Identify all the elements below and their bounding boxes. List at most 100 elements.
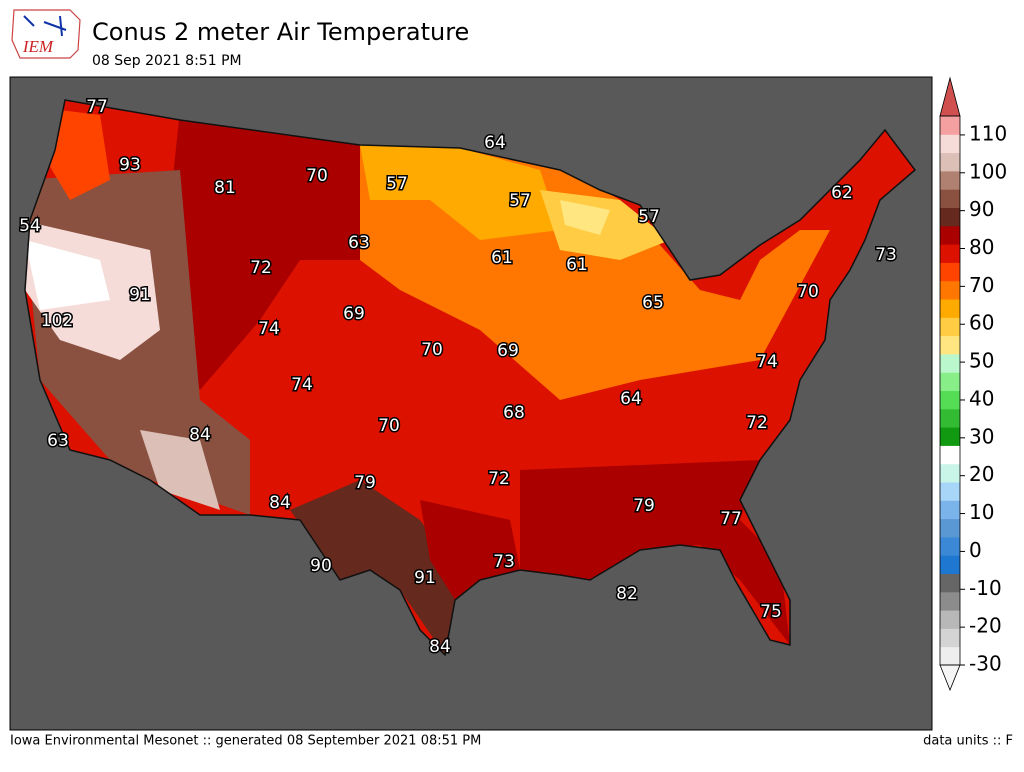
colorbar-bin	[940, 500, 960, 520]
station-label: 63	[348, 233, 370, 253]
station-label: 64	[620, 389, 642, 409]
station-label: 70	[378, 416, 400, 436]
station-label: 84	[189, 425, 211, 445]
logo-text: IEM	[22, 37, 54, 56]
colorbar-bin	[940, 317, 960, 337]
colorbar-bin	[940, 427, 960, 446]
colorbar-bin	[940, 152, 960, 172]
colorbar-tick-label: 110	[969, 121, 1007, 145]
station-label: 70	[306, 166, 328, 186]
colorbar-bin	[940, 353, 960, 373]
station-label: 77	[720, 509, 742, 529]
station-label: 102	[41, 311, 73, 331]
station-label: 54	[19, 216, 41, 236]
station-label: 81	[214, 178, 236, 198]
colorbar-tick-label: 30	[969, 424, 994, 448]
colorbar-tick-label: 0	[969, 538, 982, 562]
station-label: 72	[488, 469, 510, 489]
station-label: 79	[633, 496, 655, 516]
colorbar-bin	[940, 189, 960, 208]
station-label: 93	[119, 155, 141, 175]
station-label: 69	[343, 304, 365, 324]
footer-left: Iowa Environmental Mesonet :: generated …	[10, 734, 481, 749]
station-label: 57	[386, 174, 408, 194]
colorbar: -30 -20 -10 0 10 20 30 40 50 60 70 80 90 100 110	[939, 76, 1007, 692]
station-label: 72	[250, 258, 272, 278]
station-label: 69	[497, 341, 519, 361]
station-label: 61	[491, 248, 513, 268]
colorbar-bin	[940, 445, 960, 465]
footer-right: data units :: F	[923, 734, 1013, 749]
colorbar-bin	[940, 573, 960, 593]
station-label: 57	[638, 207, 660, 227]
colorbar-bin	[940, 555, 960, 574]
colorbar-bin	[940, 170, 960, 190]
colorbar-bin	[940, 207, 960, 227]
colorbar-bin	[940, 390, 960, 410]
colorbar-bin	[940, 408, 960, 428]
logo: IEM	[11, 9, 81, 59]
station-label: 64	[484, 133, 506, 153]
colorbar-bin	[940, 610, 960, 629]
colorbar-bin	[940, 591, 960, 611]
colorbar-tick-label: 10	[969, 500, 994, 524]
colorbar-tick-label: 20	[969, 462, 994, 486]
station-label: 65	[642, 293, 664, 313]
colorbar-bin	[940, 262, 960, 282]
station-label: 74	[291, 375, 313, 395]
colorbar-bin	[940, 244, 960, 263]
station-label: 77	[86, 97, 108, 117]
title: Conus 2 meter Air Temperature	[92, 18, 469, 46]
colorbar-bin	[940, 116, 960, 135]
colorbar-tick-label: 60	[969, 311, 994, 335]
station-label: 73	[493, 552, 515, 572]
colorbar-tick-label: 80	[969, 235, 994, 259]
station-label: 72	[746, 413, 768, 433]
colorbar-bin	[940, 463, 960, 483]
colorbar-bin	[940, 372, 960, 391]
colorbar-tick-label: 70	[969, 273, 994, 297]
colorbar-bin	[940, 536, 960, 556]
station-label: 91	[129, 285, 151, 305]
station-label: 63	[47, 431, 69, 451]
station-label: 90	[310, 556, 332, 576]
station-label: 70	[797, 282, 819, 302]
station-label: 62	[831, 183, 853, 203]
colorbar-tick-label: 50	[969, 349, 994, 373]
station-label: 74	[258, 319, 280, 339]
colorbar-bin	[940, 646, 960, 666]
station-label: 68	[503, 403, 525, 423]
station-label: 57	[509, 191, 531, 211]
station-label: 82	[616, 584, 638, 604]
colorbar-tick-label: -30	[969, 652, 1002, 676]
colorbar-bin	[940, 280, 960, 300]
colorbar-bin	[940, 482, 960, 501]
colorbar-tick-label: 90	[969, 197, 994, 221]
subtitle: 08 Sep 2021 8:51 PM	[92, 53, 242, 69]
colorbar-under	[939, 664, 961, 692]
station-label: 84	[269, 493, 291, 513]
colorbar-tick-label: 40	[969, 386, 994, 410]
colorbar-tick-label: -10	[969, 576, 1002, 600]
colorbar-tick-label: 100	[969, 159, 1007, 183]
station-label: 84	[429, 637, 451, 657]
station-label: 75	[760, 602, 782, 622]
station-label: 91	[414, 568, 436, 588]
station-label: 79	[354, 473, 376, 493]
station-label: 73	[875, 245, 897, 265]
colorbar-over	[939, 76, 961, 117]
colorbar-frame	[939, 115, 961, 666]
station-label: 70	[421, 340, 443, 360]
station-label: 61	[566, 255, 588, 275]
station-labels: 77 93 81 70 57 64 57 57 62 54 63 72 61 61 73 91 70 102 69 6…	[18, 96, 899, 659]
colorbar-bin	[940, 299, 960, 318]
colorbar-bin	[940, 628, 960, 648]
map	[9, 76, 933, 731]
colorbar-bin	[940, 335, 960, 355]
colorbar-bin	[940, 225, 960, 245]
colorbar-tick-label: -20	[969, 614, 1002, 638]
station-label: 74	[756, 352, 778, 372]
colorbar-bin	[940, 134, 960, 154]
colorbar-bin	[940, 518, 960, 538]
